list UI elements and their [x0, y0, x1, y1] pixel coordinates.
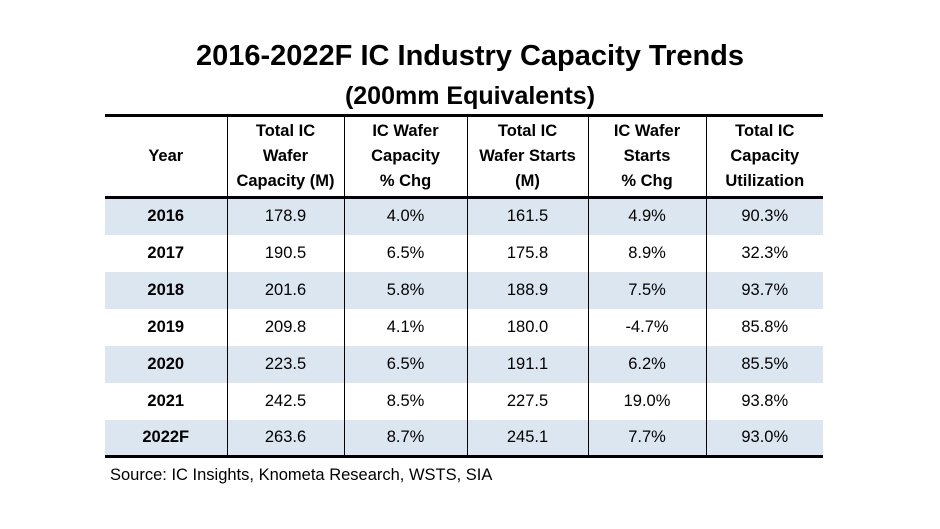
table-row: 2022F 263.6 8.7% 245.1 7.7% 93.0% [105, 419, 823, 458]
value-cell-capacity-utilization: 85.8% [705, 308, 823, 346]
value-cell-total-wafer-capacity: 178.9 [226, 197, 344, 235]
value-cell-wafer-starts-chg: 6.2% [587, 345, 706, 383]
column-header-line: Capacity [730, 147, 800, 165]
value-cell-capacity-utilization: 85.5% [705, 345, 823, 383]
column-header-line: Capacity (M) [236, 172, 335, 190]
capacity-table: Year Total IC Wafer Capacity (M) IC Wafer Cap… [105, 114, 823, 458]
column-header-capacity-utilization: Total IC Capacity Utilization [705, 114, 823, 199]
column-header-line: Total IC [255, 122, 316, 140]
column-header-line: % Chg [621, 172, 673, 190]
column-header-total-wafer-capacity: Total IC Wafer Capacity (M) [226, 114, 344, 199]
value-cell-total-wafer-starts: 180.0 [466, 308, 588, 346]
column-header-year: Year [105, 114, 227, 199]
table-row: 2016 178.9 4.0% 161.5 4.9% 90.3% [105, 197, 823, 235]
value-cell-total-wafer-starts: 161.5 [466, 197, 588, 235]
value-cell-capacity-utilization: 93.0% [705, 419, 823, 458]
column-header-line: % Chg [379, 172, 432, 190]
table-row: 2017 190.5 6.5% 175.8 8.9% 32.3% [105, 234, 823, 272]
table-body: 2016 178.9 4.0% 161.5 4.9% 90.3% 2017 190.5 6.5%… [105, 197, 823, 458]
column-header-line: Starts [623, 147, 671, 165]
value-cell-total-wafer-capacity: 263.6 [226, 419, 344, 458]
value-cell-wafer-capacity-chg: 8.5% [343, 382, 467, 420]
value-cell-capacity-utilization: 32.3% [705, 234, 823, 272]
year-cell: 2021 [147, 391, 185, 410]
value-cell-total-wafer-capacity: 242.5 [226, 382, 344, 420]
value-cell-wafer-starts-chg: 7.7% [587, 419, 706, 458]
column-header-line: Total IC [497, 122, 558, 140]
value-cell-wafer-capacity-chg: 4.1% [343, 308, 467, 346]
value-cell-wafer-capacity-chg: 5.8% [343, 271, 467, 309]
value-cell-total-wafer-capacity: 209.8 [226, 308, 344, 346]
column-header-line: Year [148, 147, 184, 165]
column-header-line: IC Wafer [613, 122, 681, 140]
column-header-line: Capacity [371, 147, 440, 165]
value-cell-wafer-capacity-chg: 8.7% [343, 419, 467, 458]
column-header-line: Wafer Starts [479, 147, 576, 165]
chart-subtitle: (200mm Equivalents) [344, 82, 596, 110]
column-header-wafer-capacity-chg: IC Wafer Capacity % Chg [343, 114, 467, 199]
year-cell: 2018 [105, 271, 227, 309]
column-header-wafer-starts-chg: IC Wafer Starts % Chg [587, 114, 706, 199]
year-cell: 2019 [147, 317, 185, 336]
year-cell: 2016 [105, 197, 227, 235]
value-cell-wafer-capacity-chg: 4.0% [343, 197, 467, 235]
table-row: 2021 242.5 8.5% 227.5 19.0% 93.8% [105, 382, 823, 420]
value-cell-total-wafer-starts: 245.1 [466, 419, 588, 458]
value-cell-total-wafer-capacity: 190.5 [226, 234, 344, 272]
column-header-line: Wafer [262, 147, 309, 165]
value-cell-capacity-utilization: 93.8% [705, 382, 823, 420]
value-cell-wafer-starts-chg: -4.7% [587, 308, 706, 346]
table-row: 2019 209.8 4.1% 180.0 -4.7% 85.8% [105, 308, 823, 346]
column-header-line: (M) [515, 172, 540, 190]
column-header-line: Utilization [725, 172, 805, 190]
source-note: Source: IC Insights, Knometa Research, W… [110, 466, 493, 484]
value-cell-capacity-utilization: 90.3% [705, 197, 823, 235]
column-header-line: Total IC [735, 122, 795, 140]
column-header-total-wafer-starts: Total IC Wafer Starts (M) [466, 114, 588, 199]
value-cell-total-wafer-starts: 175.8 [466, 234, 588, 272]
year-cell: 2017 [147, 243, 185, 262]
value-cell-total-wafer-capacity: 223.5 [226, 345, 344, 383]
value-cell-total-wafer-starts: 227.5 [466, 382, 588, 420]
value-cell-wafer-starts-chg: 8.9% [587, 234, 706, 272]
column-header-line: IC Wafer [372, 122, 439, 140]
value-cell-total-wafer-capacity: 201.6 [226, 271, 344, 309]
value-cell-wafer-capacity-chg: 6.5% [343, 345, 467, 383]
value-cell-total-wafer-starts: 191.1 [466, 345, 588, 383]
value-cell-total-wafer-starts: 188.9 [466, 271, 588, 309]
value-cell-wafer-starts-chg: 7.5% [587, 271, 706, 309]
year-cell: 2022F [105, 419, 227, 458]
table-row: 2020 223.5 6.5% 191.1 6.2% 85.5% [105, 345, 823, 383]
value-cell-capacity-utilization: 93.7% [705, 271, 823, 309]
year-cell: 2020 [105, 345, 227, 383]
value-cell-wafer-capacity-chg: 6.5% [343, 234, 467, 272]
value-cell-wafer-starts-chg: 4.9% [587, 197, 706, 235]
table-row: 2018 201.6 5.8% 188.9 7.5% 93.7% [105, 271, 823, 309]
header-row: Year Total IC Wafer Capacity (M) IC Wafer Cap… [105, 114, 823, 199]
value-cell-wafer-starts-chg: 19.0% [587, 382, 706, 420]
chart-title: 2016-2022F IC Industry Capacity Trends [196, 40, 744, 72]
